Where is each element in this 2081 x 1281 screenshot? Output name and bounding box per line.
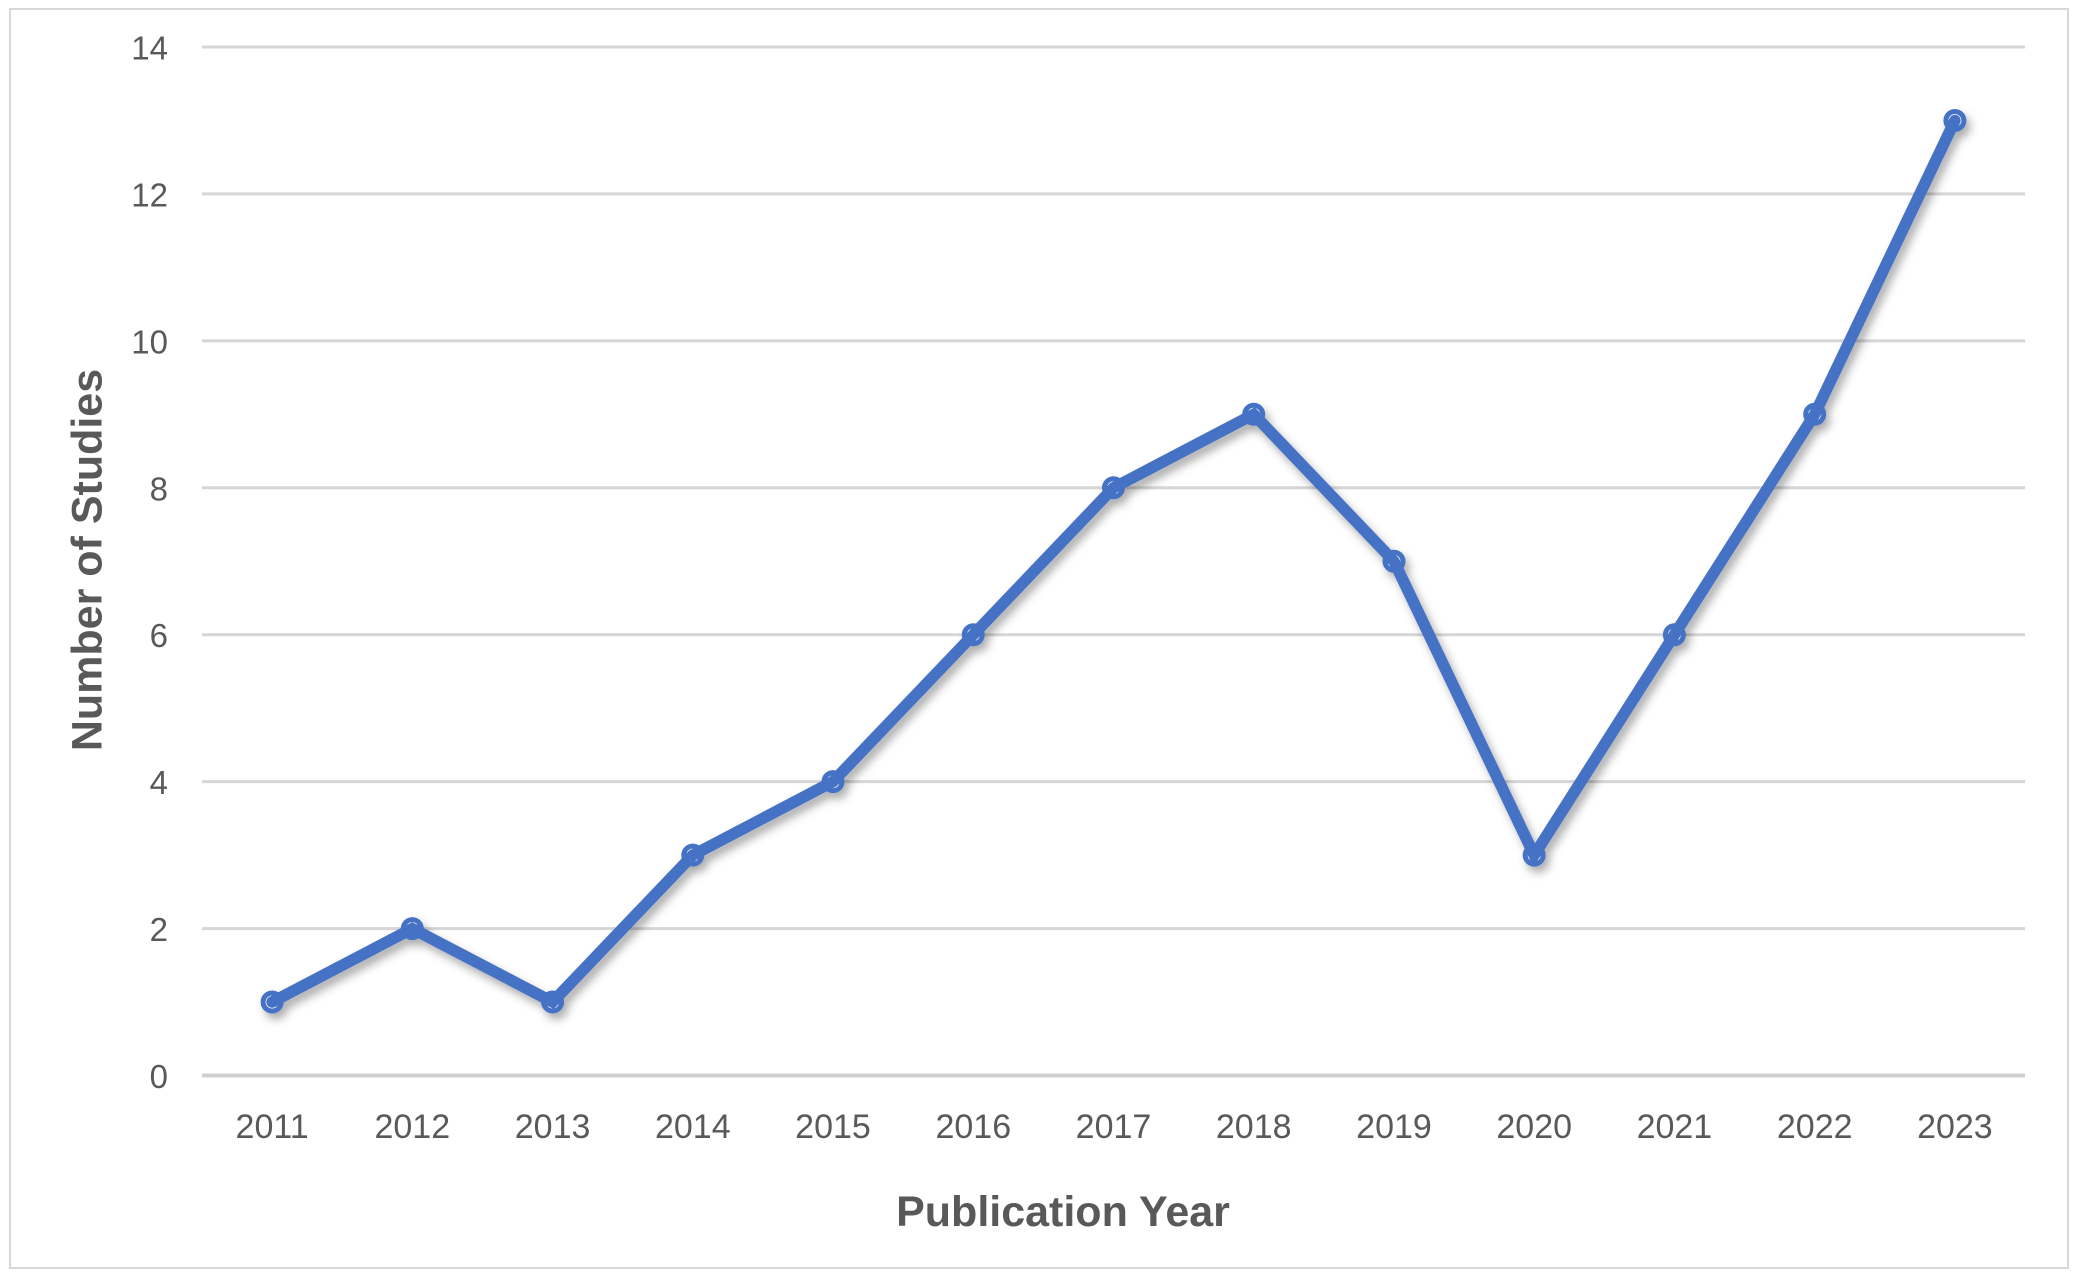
- x-tick-label: 2012: [374, 1108, 450, 1146]
- x-tick-label: 2023: [1917, 1108, 1993, 1146]
- y-tick-label: 8: [150, 470, 168, 507]
- x-tick-label: 2011: [236, 1108, 309, 1146]
- x-tick-label: 2021: [1637, 1108, 1713, 1146]
- y-tick-label: 12: [131, 176, 168, 213]
- series-line: [266, 114, 1961, 1010]
- x-tick-label: 2017: [1076, 1108, 1152, 1146]
- x-tick-label: 2016: [935, 1108, 1011, 1146]
- x-axis-title: Publication Year: [896, 1188, 1230, 1236]
- y-axis-title: Number of Studies: [63, 368, 112, 752]
- y-tick-label: 4: [150, 764, 168, 801]
- y-tick-label: 0: [150, 1058, 168, 1095]
- x-tick-label: 2022: [1777, 1108, 1853, 1146]
- x-tick-label: 2018: [1216, 1108, 1292, 1146]
- x-tick-label: 2019: [1356, 1108, 1432, 1146]
- y-tick-label: 6: [150, 617, 168, 654]
- series-group: [260, 109, 1967, 1014]
- y-tick-label: 2: [150, 911, 168, 948]
- x-tick-label: 2013: [515, 1108, 591, 1146]
- x-tick-label: 2014: [655, 1108, 731, 1146]
- x-tick-label: 2015: [795, 1108, 871, 1146]
- y-tick-label: 14: [131, 30, 168, 67]
- y-tick-label: 10: [131, 323, 168, 360]
- x-tick-label: 2020: [1496, 1108, 1572, 1146]
